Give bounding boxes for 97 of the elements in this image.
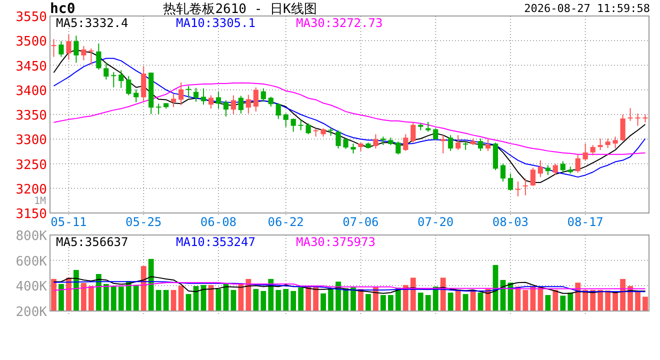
x-tick-label: 08-03: [492, 215, 529, 229]
y-tick-label: 3200: [16, 182, 47, 198]
candlestick: [74, 35, 79, 64]
text: 2026-08-27 11:59:58: [524, 2, 650, 15]
candlestick: [178, 82, 184, 106]
candlestick: [66, 34, 72, 60]
candlestick: [552, 163, 558, 176]
line-series: [53, 276, 646, 294]
candlestick: [620, 114, 626, 142]
candlestick: [463, 141, 468, 150]
candlestick: [156, 103, 162, 115]
candlestick: [260, 88, 266, 102]
y-tick-label: 3300: [16, 133, 47, 148]
y-tick-label: 3450: [16, 59, 47, 74]
candlestick: [508, 173, 514, 191]
candlestick: [515, 180, 521, 197]
y-tick-label: 3250: [16, 158, 47, 173]
candlestick: [253, 86, 258, 112]
candlestick: [298, 119, 304, 131]
y-tick-label: 200K: [16, 305, 48, 320]
candlestick: [403, 134, 408, 152]
x-tick-label: 07-20: [418, 215, 454, 229]
candlestick: [350, 143, 356, 154]
candlestick: [51, 38, 56, 58]
candlestick: [605, 138, 610, 148]
x-tick-label: 06-08: [200, 215, 237, 229]
candlestick: [522, 178, 528, 196]
x-tick-label: 05-11: [50, 215, 87, 229]
candlestick: [246, 94, 251, 114]
candlestick: [575, 154, 580, 174]
candlestick: [268, 96, 274, 108]
candlestick: [186, 85, 192, 98]
x-tick-label: 08-17: [567, 215, 604, 229]
candlestick: [283, 113, 288, 128]
candlestick: [216, 91, 222, 110]
candlestick: [223, 100, 229, 117]
candlestick: [582, 143, 588, 161]
candlestick: [635, 113, 640, 126]
y-tick-label: 600K: [16, 254, 48, 270]
candlestick: [104, 62, 109, 80]
candlestick: [628, 108, 633, 122]
candlestick: [208, 94, 214, 110]
candlestick: [500, 163, 506, 182]
candlestick: [58, 40, 64, 58]
candlestick: [426, 121, 431, 132]
candlestick: [336, 130, 341, 149]
candlestick: [530, 167, 536, 186]
candlestick: [141, 66, 146, 102]
candlestick: [560, 160, 566, 174]
candlestick: [456, 134, 461, 150]
candlestick: [193, 87, 199, 102]
candlestick: [545, 164, 550, 176]
candlestick: [598, 138, 603, 150]
candlestick: [590, 144, 596, 156]
x-tick-label: 07-06: [342, 215, 379, 229]
candlestick: [276, 102, 281, 120]
y-tick-label: 800K: [16, 229, 48, 244]
candlestick: [448, 134, 454, 152]
y-tick-label: 3550: [16, 10, 47, 25]
candlestick: [238, 95, 244, 114]
text: 1M: [34, 196, 46, 207]
candlestick: [126, 76, 132, 96]
candlestick: [433, 128, 438, 141]
candlestick: [538, 160, 543, 178]
candlestick: [230, 94, 236, 115]
y-tick-label: 3400: [16, 84, 47, 99]
text: MA30:3272.73: [296, 16, 383, 30]
candlestick: [343, 138, 348, 150]
candlestick: [306, 122, 311, 135]
candlestick: [440, 134, 446, 154]
y-tick-label: 3500: [16, 34, 47, 50]
candlestick: [396, 141, 401, 155]
candlestick: [410, 122, 416, 144]
y-tick-label: 3150: [16, 207, 47, 222]
text: MA10:353247: [176, 235, 256, 249]
annotation: hc0: [50, 1, 76, 17]
y-tick-label: 3350: [16, 108, 47, 124]
text: MA30:375973: [296, 235, 376, 249]
candlestick: [171, 93, 176, 108]
candlestick: [373, 134, 378, 149]
text: MA10:3305.1: [176, 16, 256, 30]
candlestick: [118, 70, 124, 88]
x-tick-label: 06-22: [268, 215, 304, 229]
text: MA5:356637: [56, 235, 128, 249]
candlestick: [290, 118, 296, 132]
candlestick: [111, 72, 116, 88]
candlestick: [96, 43, 102, 70]
y-tick-label: 400K: [16, 280, 48, 295]
candlestick: [485, 138, 491, 152]
chart-title: 热轧卷板2610 - 日K线图: [163, 2, 317, 17]
candlestick: [81, 46, 86, 61]
text: MA5:3332.4: [56, 16, 128, 30]
candlestick: [88, 48, 94, 66]
x-tick-label: 05-25: [126, 215, 162, 229]
candlestick: [612, 136, 618, 149]
candlestick: [478, 138, 484, 152]
candlestick: [134, 88, 139, 103]
